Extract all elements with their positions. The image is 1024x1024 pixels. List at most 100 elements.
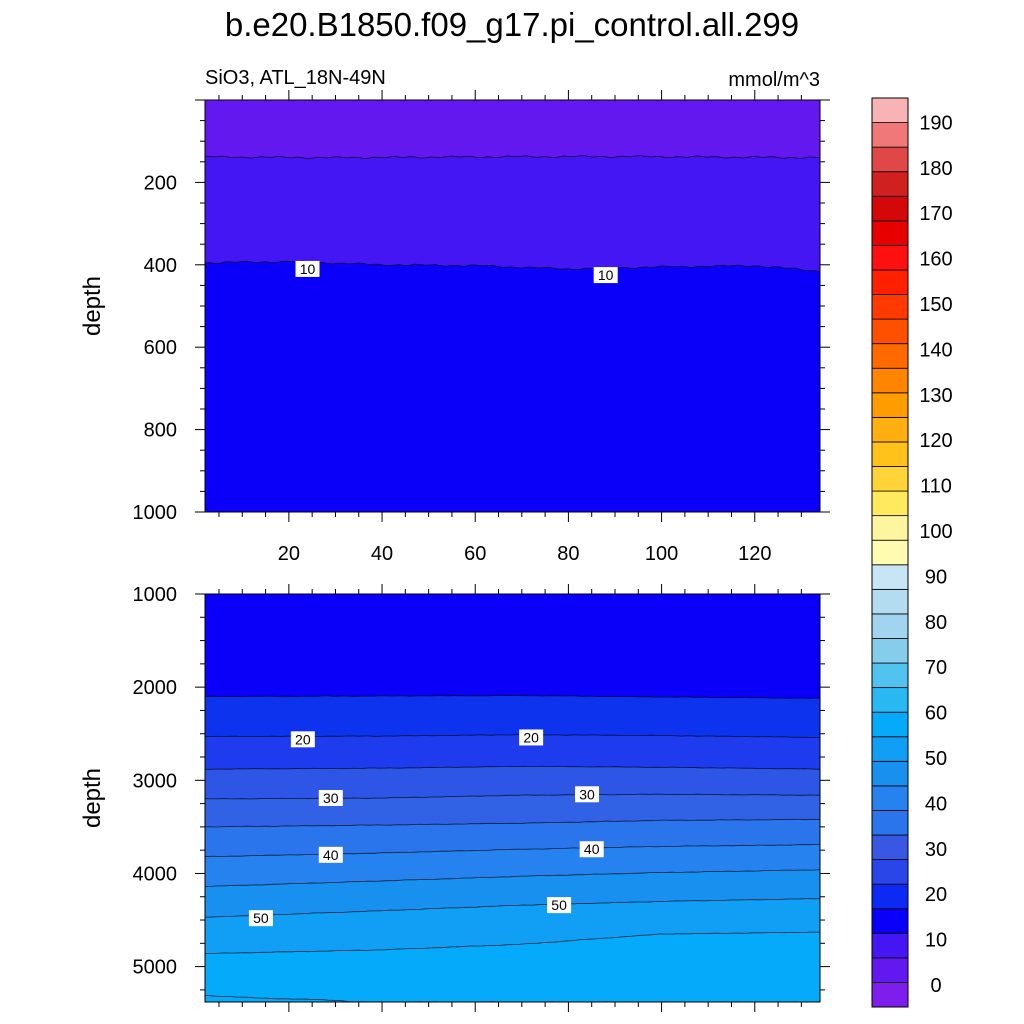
x-tick-label: 120 <box>738 543 771 565</box>
contour-line-5 <box>205 155 820 160</box>
colorbar-swatch <box>871 146 909 173</box>
colorbar-swatch <box>871 515 909 541</box>
colorbar-label: 140 <box>919 339 952 361</box>
x-tick-label: 100 <box>645 543 678 565</box>
colorbar-label: 10 <box>925 930 947 952</box>
colorbar-swatch <box>871 171 909 197</box>
colorbar-swatch <box>871 859 909 885</box>
colorbar-label: 70 <box>925 657 947 679</box>
svg-text:30: 30 <box>323 790 339 806</box>
y-tick-label: 2000 <box>133 677 178 699</box>
colorbar-swatch <box>871 785 909 811</box>
y-tick-label: 4000 <box>133 863 178 885</box>
colorbar-swatch <box>871 687 909 713</box>
colorbar-swatch <box>871 908 909 934</box>
contour-label-30: 30 <box>575 786 600 803</box>
colorbar-swatch <box>871 318 909 345</box>
y-tick-label: 1000 <box>133 502 178 524</box>
contour-label-50: 50 <box>547 897 572 914</box>
colorbar-label: 120 <box>919 430 952 452</box>
x-tick-label: 40 <box>371 543 393 565</box>
colorbar-swatch <box>871 638 909 664</box>
colorbar-swatch <box>871 97 909 123</box>
y-tick-label: 200 <box>144 172 177 194</box>
svg-text:50: 50 <box>551 897 567 913</box>
colorbar-swatch <box>871 932 909 959</box>
x-tick-label: 20 <box>278 543 300 565</box>
y-tick-label: 5000 <box>133 957 178 979</box>
contour-line-55 <box>205 931 820 954</box>
contour-label-20: 20 <box>290 731 315 748</box>
svg-text:50: 50 <box>253 910 269 926</box>
colorbar-label: 50 <box>925 748 947 770</box>
contour-label-50: 50 <box>248 910 273 927</box>
colorbar-swatch <box>871 245 909 271</box>
upper-panel: 10 10 20 40 60 80 100 120 200 400 600 800 1000 depth <box>79 90 830 565</box>
x-tick-label: 80 <box>557 543 579 565</box>
contour-label-30: 30 <box>318 790 343 806</box>
colorbar-swatch <box>871 392 909 418</box>
svg-text:10: 10 <box>598 267 614 283</box>
colorbar-swatch <box>871 834 909 860</box>
svg-text:40: 40 <box>584 841 600 857</box>
colorbar-swatch <box>871 760 909 787</box>
contour-label-10: 10 <box>593 267 618 284</box>
colorbar-swatch <box>871 588 909 615</box>
colorbar-swatch <box>871 564 909 590</box>
contour-label-40: 40 <box>579 841 604 858</box>
colorbar-label: 100 <box>919 521 952 543</box>
contour-line-25 <box>205 765 820 770</box>
colorbar-swatch <box>871 416 909 443</box>
colorbar-swatch <box>871 982 909 1008</box>
lower-panel: 20 20 30 30 40 40 50 50 1000 2000 3000 4000 5000 dept… <box>79 584 830 1012</box>
colorbar-label: 0 <box>930 975 941 997</box>
colorbar-label: 130 <box>919 385 952 407</box>
colorbar-swatch <box>871 613 909 639</box>
colorbar-swatch <box>871 343 909 369</box>
x-tick-label: 60 <box>464 543 486 565</box>
contour-line-15 <box>205 694 820 699</box>
colorbar-label: 170 <box>919 203 952 225</box>
figure-title: b.e20.B1850.f09_g17.pi_control.all.299 <box>225 6 799 43</box>
colorbar-swatch <box>871 490 909 517</box>
colorbar-label: 160 <box>919 249 952 271</box>
colorbar: 0 10 20 30 40 50 60 70 80 90 100 110 120 130 140 150 160… <box>871 97 953 1008</box>
colorbar-label: 90 <box>925 566 947 588</box>
y-tick-label: 3000 <box>133 770 178 792</box>
colorbar-label: 110 <box>920 476 952 498</box>
colorbar-swatch <box>871 220 909 246</box>
colorbar-swatch <box>871 810 909 836</box>
contour-label-40: 40 <box>318 846 343 863</box>
contour-line-35 <box>205 818 820 828</box>
y-axis-label: depth <box>79 768 106 828</box>
colorbar-swatch <box>871 195 909 222</box>
colorbar-swatch <box>871 957 909 983</box>
svg-text:40: 40 <box>323 847 339 863</box>
colorbar-label: 150 <box>919 294 952 316</box>
units-subtitle: mmol/m^3 <box>728 69 820 91</box>
svg-text:10: 10 <box>300 261 316 277</box>
colorbar-swatch <box>871 662 909 689</box>
contour-line-45 <box>205 869 820 888</box>
variable-region-subtitle: SiO3, ATL_18N-49N <box>205 67 386 89</box>
colorbar-swatch <box>871 711 909 738</box>
svg-text:20: 20 <box>523 729 539 745</box>
colorbar-swatch <box>871 294 909 320</box>
colorbar-label: 180 <box>919 158 952 180</box>
colorbar-swatch <box>871 441 909 467</box>
svg-text:20: 20 <box>295 731 311 747</box>
plot-frame <box>204 593 821 1003</box>
contour-line-40 <box>205 843 820 858</box>
colorbar-label: 190 <box>919 112 952 134</box>
svg-text:30: 30 <box>579 786 595 802</box>
y-axis-label: depth <box>79 276 106 336</box>
contour-line-30 <box>205 793 820 800</box>
y-tick-label: 400 <box>144 255 177 277</box>
contour-label-10: 10 <box>295 260 320 277</box>
y-tick-label: 1000 <box>133 584 178 606</box>
band-55-60 <box>205 932 820 1002</box>
colorbar-swatch <box>871 736 909 762</box>
colorbar-swatch <box>871 367 909 394</box>
contour-line-50 <box>205 898 820 918</box>
